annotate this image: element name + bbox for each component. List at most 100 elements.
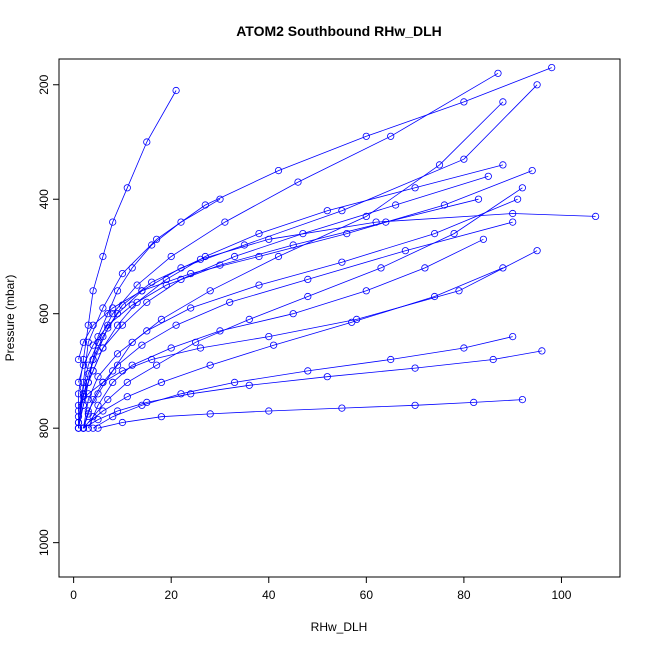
series-line: [92, 336, 513, 429]
data-point: [84, 395, 92, 404]
data-point: [430, 230, 439, 238]
data-point: [143, 327, 151, 335]
data-point: [79, 361, 88, 369]
data-point: [513, 195, 522, 203]
series-line: [78, 72, 499, 412]
data-point: [187, 269, 195, 278]
data-point: [138, 287, 146, 295]
data-point: [104, 310, 112, 318]
data-point: [187, 304, 195, 312]
data-point: [128, 264, 136, 272]
data-point: [74, 355, 83, 364]
data-point: [455, 287, 463, 295]
data-point: [74, 413, 83, 421]
data-point: [411, 401, 419, 409]
x-axis-label: RHw_DLH: [311, 620, 368, 634]
data-point: [450, 230, 458, 238]
data-point: [79, 338, 88, 346]
data-point: [143, 298, 151, 306]
data-point: [84, 410, 92, 418]
data-point: [99, 252, 107, 261]
data-point: [157, 378, 165, 386]
series-line: [78, 198, 221, 423]
data-point: [74, 378, 83, 386]
y-tick-label: 200: [37, 74, 51, 94]
data-point: [167, 252, 175, 261]
data-point: [245, 381, 253, 389]
data-point: [528, 167, 536, 175]
data-point: [304, 275, 312, 283]
data-point: [94, 401, 102, 409]
x-tick-label: 100: [551, 588, 571, 602]
data-point: [157, 315, 165, 323]
data-point: [265, 332, 273, 341]
data-point: [123, 378, 131, 386]
data-point: [118, 321, 127, 329]
data-point: [382, 218, 390, 226]
data-point: [89, 424, 97, 432]
data-point: [128, 361, 136, 369]
data-point: [74, 401, 83, 409]
data-point: [509, 218, 517, 226]
data-point: [84, 321, 92, 329]
data-point: [94, 332, 102, 341]
data-point: [387, 355, 395, 364]
data-point: [113, 407, 122, 415]
chart-title: ATOM2 Southbound RHw_DLH: [236, 23, 442, 39]
data-point: [269, 341, 278, 349]
data-point: [494, 69, 502, 77]
data-point: [177, 390, 185, 398]
data-point: [118, 418, 127, 427]
data-point: [94, 415, 102, 424]
data-point: [221, 218, 229, 226]
data-point: [533, 81, 541, 89]
plot-frame: [58, 58, 621, 578]
data-point: [289, 310, 297, 318]
data-point: [499, 98, 507, 106]
data-point: [474, 195, 483, 203]
data-point: [89, 355, 97, 364]
data-point: [177, 218, 185, 226]
data-point: [411, 364, 419, 372]
data-point: [118, 367, 127, 375]
data-point: [362, 287, 370, 295]
data-point: [548, 64, 556, 72]
data-point: [387, 132, 395, 140]
data-point: [94, 424, 102, 432]
data-point: [411, 184, 419, 192]
data-point: [99, 407, 107, 415]
data-point: [89, 287, 97, 295]
data-point: [109, 310, 117, 318]
x-axis: 0 20 40 60 80 100: [70, 576, 572, 602]
data-point: [109, 218, 117, 226]
data-point: [89, 367, 97, 375]
data-point: [255, 230, 263, 238]
data-point: [172, 321, 180, 329]
data-point: [226, 298, 234, 306]
data-point: [201, 201, 209, 209]
data-point: [401, 247, 409, 255]
y-tick-label: 600: [37, 303, 51, 323]
data-point: [84, 390, 92, 398]
data-point: [196, 344, 205, 352]
series-line: [83, 221, 513, 429]
data-point: [79, 378, 88, 386]
data-point: [113, 321, 122, 329]
data-point: [113, 287, 122, 295]
data-point: [274, 167, 283, 175]
x-tick-label: 20: [165, 588, 179, 602]
series-line: [78, 170, 533, 360]
data-point: [460, 98, 468, 106]
data-point: [509, 332, 517, 341]
series-line: [78, 198, 479, 383]
data-point: [187, 390, 195, 398]
data-point: [304, 292, 312, 301]
data-point: [484, 172, 492, 180]
data-point: [533, 247, 541, 255]
data-point: [240, 241, 248, 249]
y-tick-label: 800: [37, 418, 51, 438]
y-tick-label: 400: [37, 189, 51, 209]
data-point: [338, 404, 346, 412]
data-point: [104, 321, 112, 329]
data-point: [123, 393, 131, 401]
